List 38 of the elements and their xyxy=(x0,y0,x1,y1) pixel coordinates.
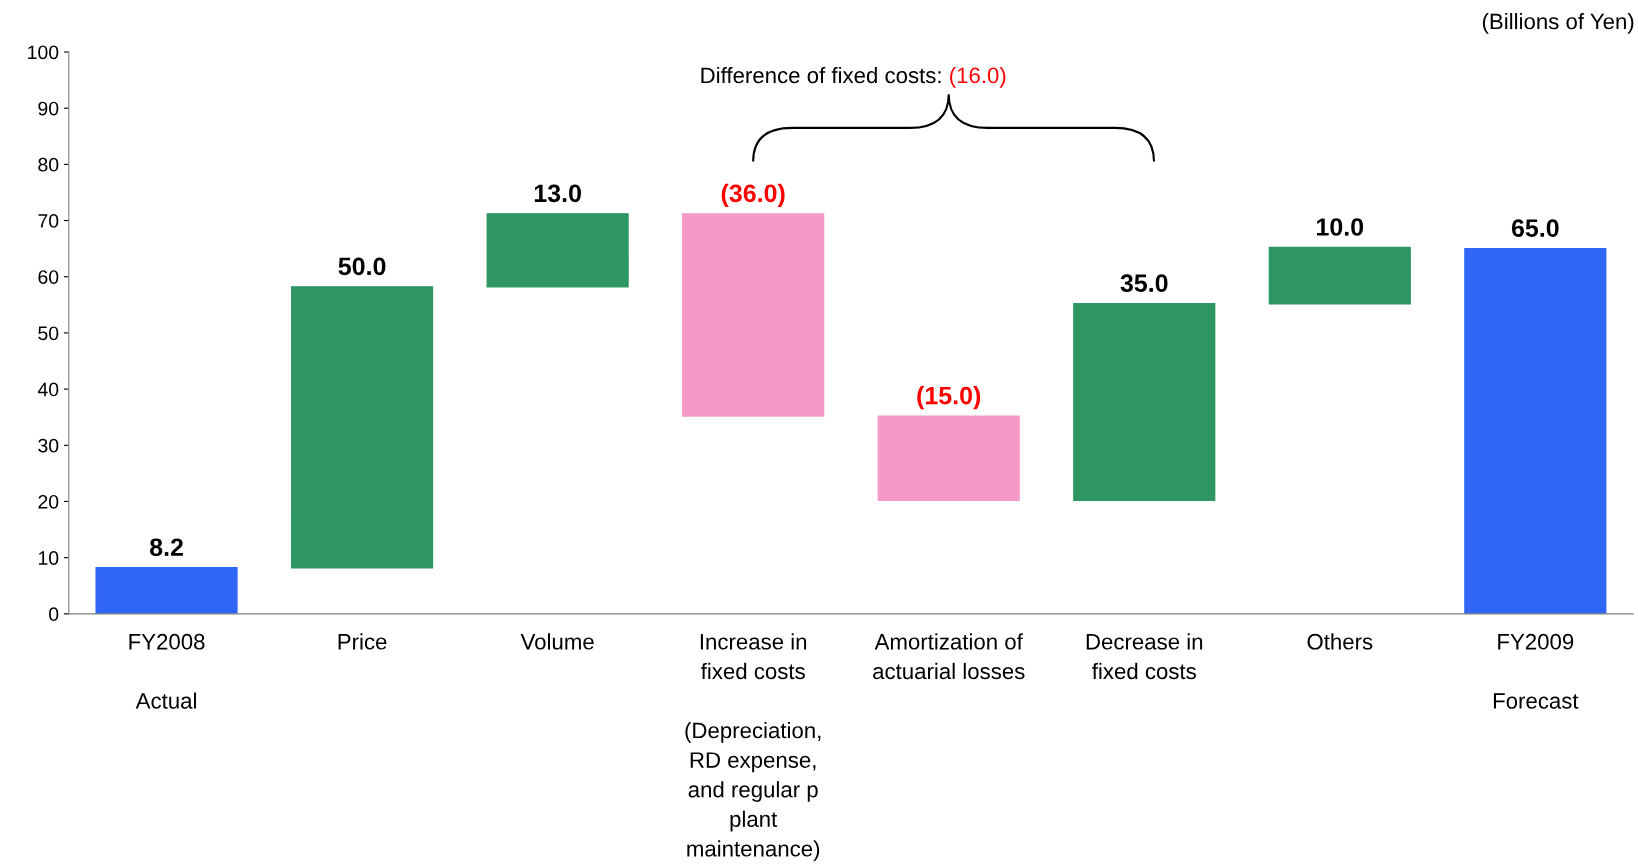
x-tick-label: Decrease in fixed costs xyxy=(1086,633,1203,680)
data-label: 10.0 xyxy=(1317,218,1364,236)
text: (Billions of Yen) xyxy=(1482,13,1634,34)
category-label: FY2008 Actual xyxy=(129,633,205,709)
y-tick-label: 40 xyxy=(37,382,59,397)
y-tick-label: 60 xyxy=(38,270,59,284)
data-label: 13.0 xyxy=(534,184,581,203)
data-label: 50.0 xyxy=(338,257,386,276)
bar xyxy=(877,415,1020,502)
bar xyxy=(1268,246,1411,305)
annotation: Difference of fixed costs: xyxy=(701,66,941,84)
y-tick-label: 70 xyxy=(38,214,59,228)
y-tick-label: 90 xyxy=(38,101,59,116)
bar xyxy=(1464,247,1607,614)
y-tick-label: 0 xyxy=(49,607,59,622)
bar xyxy=(95,567,238,614)
bar xyxy=(291,286,434,569)
y-tick-label: 20 xyxy=(38,494,59,509)
y-tick-label: 50 xyxy=(38,326,59,341)
data-label: 65.0 xyxy=(1511,219,1559,237)
x-tick-label: Amortization of actuarial losses xyxy=(873,633,1025,680)
y-tick-label: 10 xyxy=(38,551,59,565)
data-label: (36.0) xyxy=(721,183,785,208)
bar xyxy=(682,213,825,417)
x-tick-label: Volume xyxy=(520,633,594,650)
category-label: FY2009 Forecast xyxy=(1493,633,1579,709)
y-tick-label: 30 xyxy=(38,438,59,453)
y-tick-label: 80 xyxy=(38,157,59,172)
x-tick-label: Others xyxy=(1307,633,1373,650)
y-tick-label: 100 xyxy=(28,45,59,60)
category-label: Increase in fixed costs (Depreciation, RD expense, and regular p plant maintenance) xyxy=(685,633,821,861)
bar xyxy=(486,213,629,288)
bar xyxy=(1073,303,1216,502)
data-label: (15.0) xyxy=(917,386,981,410)
x-tick-label: Price xyxy=(338,633,387,650)
annotation: (16.0) xyxy=(950,66,1006,88)
data-label: 35.0 xyxy=(1120,274,1168,293)
data-label: 8.2 xyxy=(149,538,183,557)
